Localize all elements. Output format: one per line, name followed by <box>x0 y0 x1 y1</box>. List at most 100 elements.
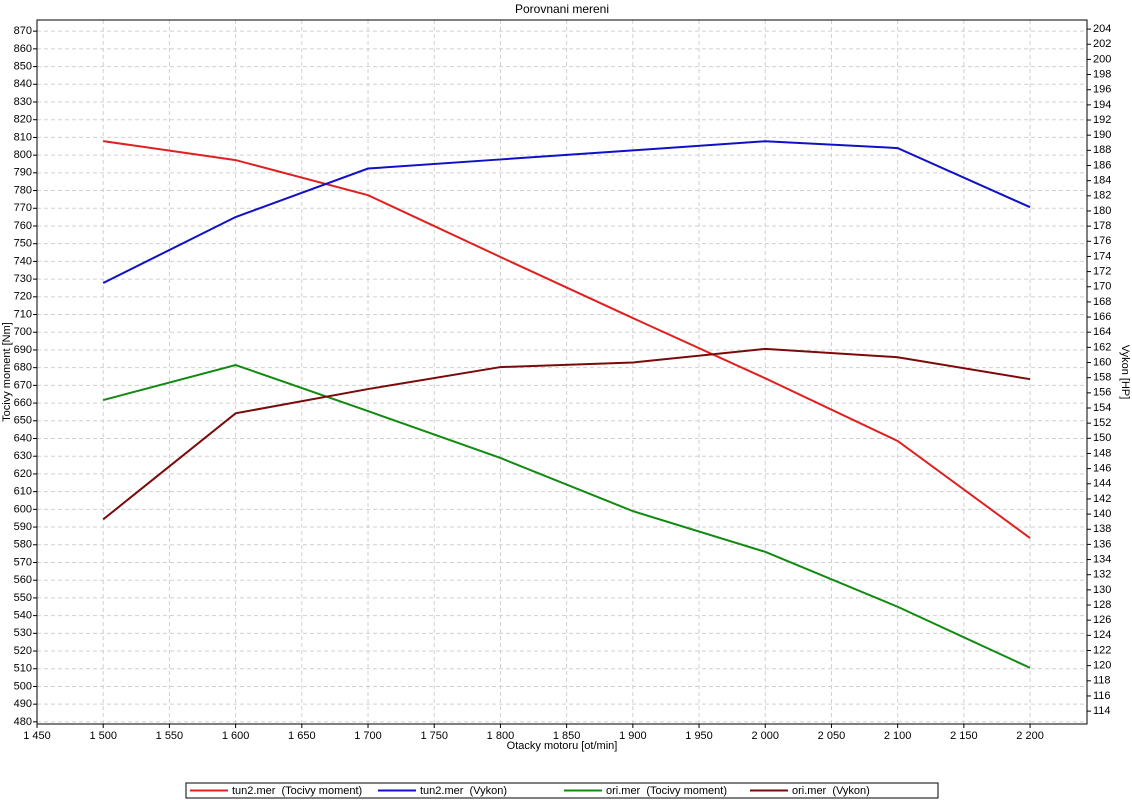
y2-tick-label: 120 <box>1093 660 1111 672</box>
y2-tick-label: 148 <box>1093 447 1111 459</box>
y-tick-label: 550 <box>14 592 32 604</box>
y2-tick-label: 144 <box>1093 478 1111 490</box>
y-tick-label: 540 <box>14 610 32 622</box>
y2-tick-label: 168 <box>1093 296 1111 308</box>
y2-tick-label: 140 <box>1093 508 1111 520</box>
y-tick-label: 710 <box>14 308 32 320</box>
x-tick-label: 2 050 <box>818 730 846 742</box>
y-tick-label: 820 <box>14 114 32 126</box>
y2-tick-label: 180 <box>1093 205 1111 217</box>
y-tick-label: 510 <box>14 663 32 675</box>
y2-tick-label: 128 <box>1093 599 1111 611</box>
x-tick-label: 1 850 <box>553 730 581 742</box>
y2-tick-label: 124 <box>1093 629 1111 641</box>
y2-tick-label: 122 <box>1093 644 1111 656</box>
y-tick-label: 620 <box>14 468 32 480</box>
plot-frame <box>36 19 1088 725</box>
y-tick-label: 850 <box>14 60 32 72</box>
y-tick-label: 650 <box>14 415 32 427</box>
y2-tick-label: 138 <box>1093 523 1111 535</box>
x-axis-label: Otacky motoru [ot/min] <box>507 740 618 752</box>
y2-tick-label: 200 <box>1093 53 1111 65</box>
y-tick-label: 530 <box>14 627 32 639</box>
y-axis-label: Tocivy moment [Nm] <box>1 322 13 422</box>
y-tick-label: 840 <box>14 78 32 90</box>
y2-tick-label: 146 <box>1093 463 1111 475</box>
y-tick-label: 580 <box>14 539 32 551</box>
y2-tick-label: 158 <box>1093 372 1111 384</box>
y-tick-label: 830 <box>14 96 32 108</box>
y2-tick-label: 152 <box>1093 417 1111 429</box>
x-tick-label: 2 150 <box>950 730 978 742</box>
y-tick-label: 630 <box>14 450 32 462</box>
y2-tick-label: 192 <box>1093 114 1111 126</box>
y-tick-label: 750 <box>14 238 32 250</box>
y2-tick-label: 114 <box>1093 705 1111 717</box>
y-tick-label: 760 <box>14 220 32 232</box>
y2-tick-label: 172 <box>1093 265 1111 277</box>
y2-tick-label: 190 <box>1093 129 1111 141</box>
y-tick-label: 700 <box>14 326 32 338</box>
x-tick-label: 1 750 <box>420 730 448 742</box>
y2-tick-label: 134 <box>1093 553 1111 565</box>
y-tick-label: 690 <box>14 344 32 356</box>
y2-axis-label: Vykon [HP] <box>1119 345 1131 400</box>
y2-tick-label: 174 <box>1093 250 1111 262</box>
y-tick-label: 870 <box>14 25 32 37</box>
y2-tick-label: 166 <box>1093 311 1111 323</box>
y-tick-label: 860 <box>14 43 32 55</box>
y-tick-label: 770 <box>14 202 32 214</box>
x-tick-label: 1 900 <box>619 730 647 742</box>
y2-tick-label: 198 <box>1093 68 1111 80</box>
x-tick-label: 1 450 <box>23 730 51 742</box>
y-tick-label: 610 <box>14 486 32 498</box>
y-tick-label: 520 <box>14 645 32 657</box>
y2-tick-label: 156 <box>1093 387 1111 399</box>
y-tick-label: 570 <box>14 556 32 568</box>
y-tick-label: 480 <box>14 716 32 728</box>
y2-tick-label: 184 <box>1093 175 1111 187</box>
x-tick-label: 1 800 <box>487 730 515 742</box>
y2-tick-label: 154 <box>1093 402 1111 414</box>
y2-tick-label: 204 <box>1093 23 1111 35</box>
y2-tick-label: 196 <box>1093 84 1111 96</box>
y-tick-label: 500 <box>14 680 32 692</box>
y-tick-label: 670 <box>14 379 32 391</box>
y-tick-label: 660 <box>14 397 32 409</box>
x-tick-label: 2 200 <box>1016 730 1044 742</box>
y-tick-label: 590 <box>14 521 32 533</box>
series-line <box>103 140 1031 539</box>
y-tick-label: 810 <box>14 131 32 143</box>
y2-tick-label: 160 <box>1093 356 1111 368</box>
x-tick-label: 1 650 <box>288 730 316 742</box>
y-tick-label: 740 <box>14 255 32 267</box>
legend-label: tun2.mer (Tocivy moment) <box>232 785 362 797</box>
y2-tick-label: 182 <box>1093 190 1111 202</box>
y2-tick-label: 164 <box>1093 326 1111 338</box>
legend-label: ori.mer (Tocivy moment) <box>606 785 727 797</box>
y2-tick-label: 130 <box>1093 584 1111 596</box>
y2-tick-label: 116 <box>1093 690 1111 702</box>
y2-tick-label: 202 <box>1093 38 1111 50</box>
legend-label: tun2.mer (Vykon) <box>420 785 507 797</box>
x-tick-label: 1 700 <box>354 730 382 742</box>
y2-tick-label: 170 <box>1093 281 1111 293</box>
x-tick-label: 1 950 <box>685 730 713 742</box>
y2-tick-label: 176 <box>1093 235 1111 247</box>
y2-tick-label: 178 <box>1093 220 1111 232</box>
y-tick-label: 780 <box>14 184 32 196</box>
y-tick-label: 800 <box>14 149 32 161</box>
y-tick-label: 640 <box>14 432 32 444</box>
y2-tick-label: 126 <box>1093 614 1111 626</box>
y-tick-label: 680 <box>14 362 32 374</box>
x-tick-label: 1 600 <box>222 730 250 742</box>
x-tick-label: 1 500 <box>89 730 117 742</box>
y2-tick-label: 194 <box>1093 99 1111 111</box>
y-tick-label: 720 <box>14 291 32 303</box>
y2-tick-label: 188 <box>1093 144 1111 156</box>
y2-tick-label: 142 <box>1093 493 1111 505</box>
y-tick-label: 730 <box>14 273 32 285</box>
y2-tick-label: 162 <box>1093 341 1111 353</box>
legend-box <box>185 782 939 799</box>
